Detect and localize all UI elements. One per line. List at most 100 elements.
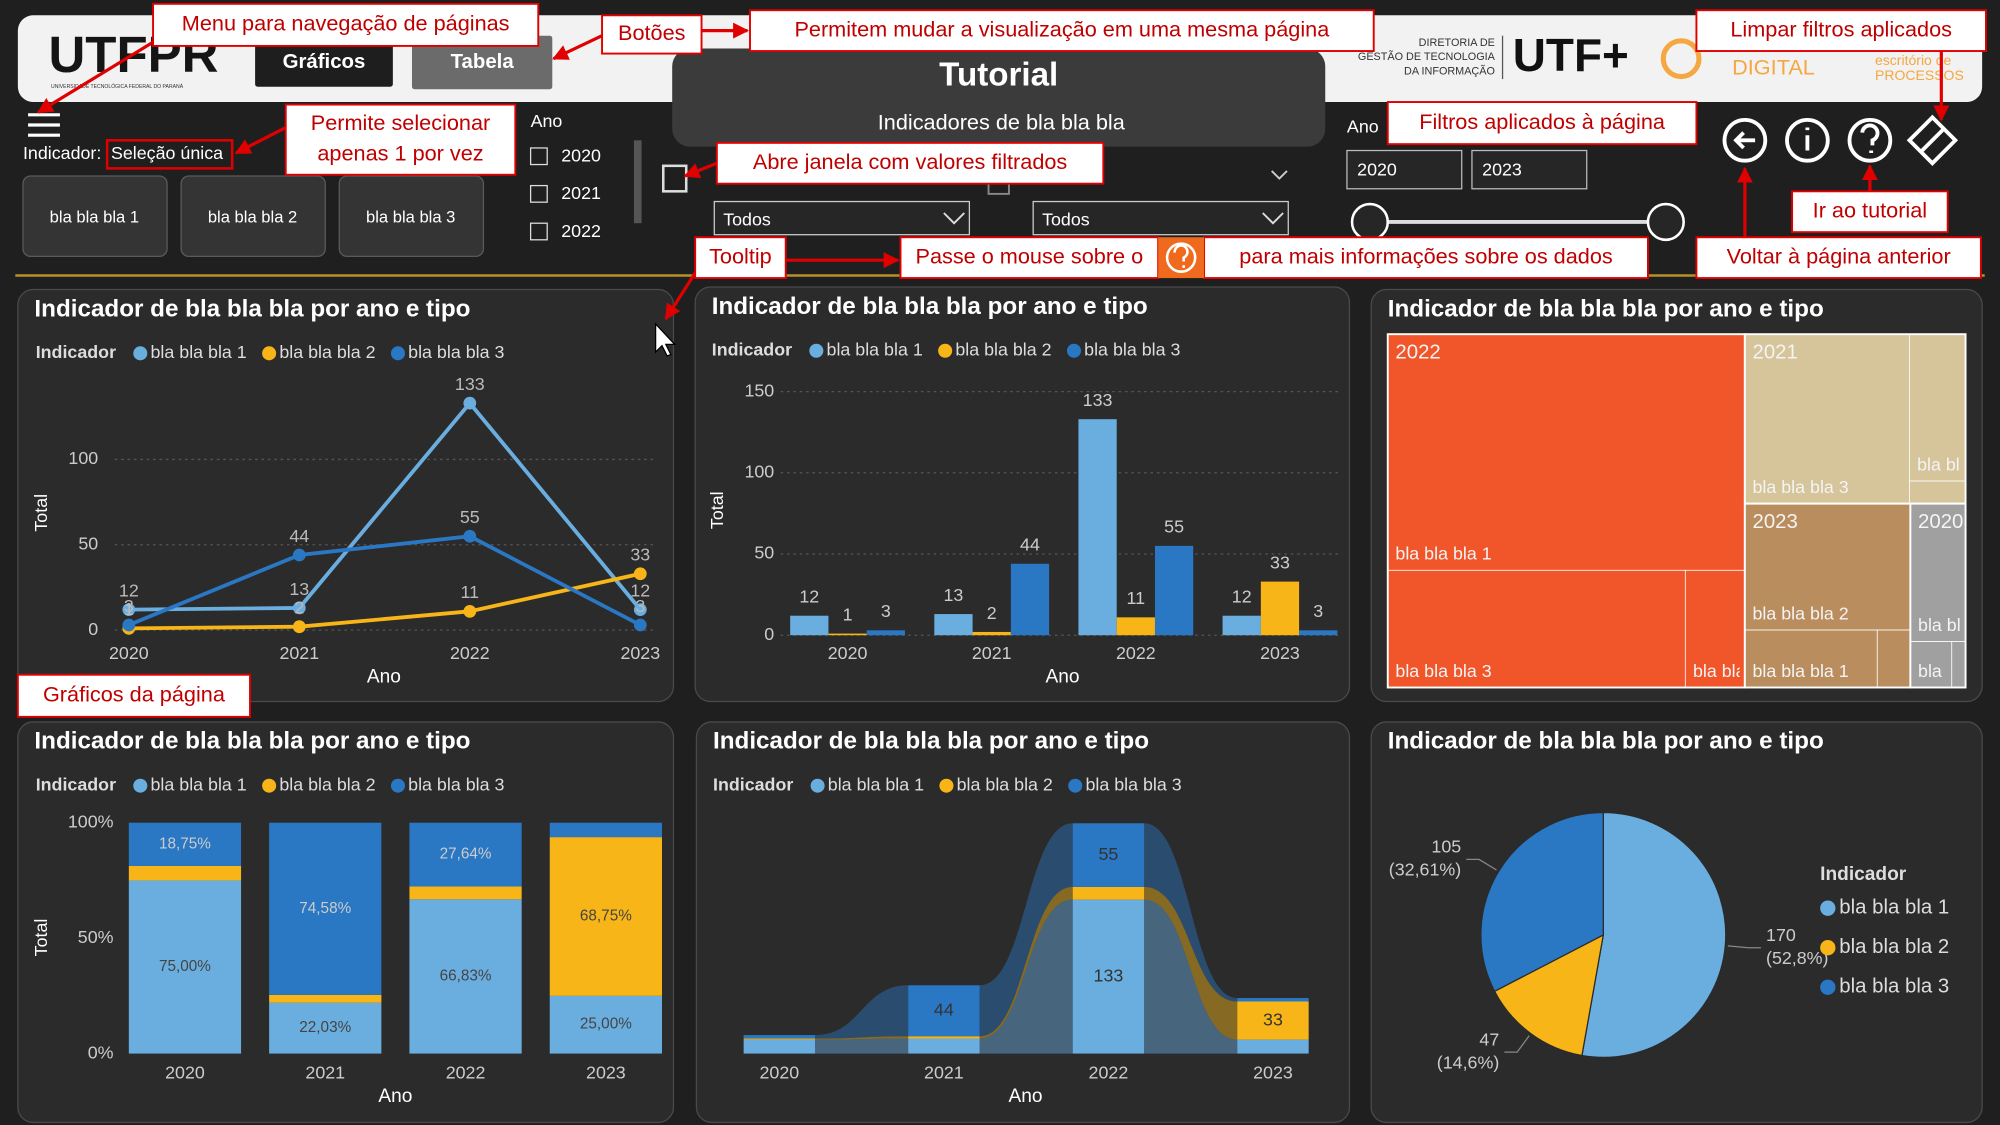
data-label: 18,75%	[159, 835, 211, 852]
nav-button[interactable]	[411, 35, 553, 90]
line-point	[292, 601, 306, 615]
indicator-button-label[interactable]: bla bla bla 2	[208, 207, 297, 226]
line-point	[292, 620, 306, 634]
range-value[interactable]: 2023	[1482, 160, 1522, 180]
icon-button[interactable]	[1785, 117, 1830, 163]
line-point	[463, 529, 477, 543]
eraser-icon[interactable]	[1906, 114, 1959, 166]
slider-handle[interactable]	[1646, 202, 1685, 242]
treemap-label: bla bla bla 1	[1918, 615, 2000, 635]
indicator-button-label[interactable]: bla bla bla 3	[366, 207, 455, 226]
line-series	[128, 571, 641, 631]
icon-button[interactable]	[1847, 117, 1893, 163]
treemap-label: bla bla bla 1	[1752, 661, 1848, 681]
logo-caption: UNIVERSIDADE TECNOLÓGICA FEDERAL DO PARA…	[51, 83, 184, 90]
data-label: 105	[1431, 837, 1461, 857]
indicator-button[interactable]	[22, 175, 168, 258]
treemap-label: bla bla bla 2	[1752, 603, 1848, 623]
treemap-cell	[1387, 569, 1686, 688]
filter-value: Seleção única	[111, 143, 223, 163]
annotation-box	[694, 236, 787, 280]
ribbon	[1144, 823, 1238, 1002]
annotation-text: Ir ao tutorial	[1813, 197, 1927, 222]
chart-title: Indicador de bla bla bla por ano e tipo	[1388, 295, 1824, 322]
treemap-group	[1909, 502, 1967, 689]
checkbox[interactable]	[529, 147, 548, 166]
x-tick-label: 2023	[1253, 1063, 1293, 1083]
logo-text: DIRETORIA DE	[1419, 37, 1495, 49]
checkbox-label[interactable]: 2022	[561, 221, 601, 241]
legend-marker	[390, 778, 405, 793]
treemap-cell	[1951, 641, 1966, 688]
data-label: 74,58%	[299, 900, 351, 917]
x-tick-label: 2021	[279, 643, 319, 663]
nav-button-label[interactable]: Tabela	[451, 51, 515, 73]
indicator-button[interactable]	[180, 175, 326, 258]
dropdown-value[interactable]: Todos	[1042, 209, 1090, 229]
line-point	[292, 548, 306, 562]
annotation-box	[1386, 101, 1698, 146]
logo-text: escritório de	[1875, 52, 1952, 68]
nav-button[interactable]	[255, 38, 393, 87]
legend-label: bla bla bla 2	[279, 342, 375, 362]
y-tick-label: 50	[78, 533, 98, 553]
x-tick-label: 2022	[1089, 1063, 1129, 1083]
treemap-cell	[1909, 333, 1966, 482]
treemap-group-label: 2020	[1918, 511, 1963, 533]
dropdown[interactable]	[713, 200, 971, 236]
x-tick-label: 2021	[924, 1063, 964, 1083]
annotation-arrow	[234, 126, 287, 155]
line-point	[463, 396, 477, 410]
annotation-text: Permitem mudar a visualização em uma mes…	[794, 16, 1330, 41]
page-title: Tutorial	[939, 56, 1058, 93]
bar-segment	[549, 822, 662, 838]
filter-window-icon[interactable]	[661, 164, 688, 193]
line-point	[633, 618, 647, 632]
checkbox[interactable]	[529, 222, 548, 241]
treemap-label: bla bla bla 1	[1917, 454, 2000, 474]
x-axis-title: Ano	[367, 666, 401, 687]
y-tick-label: 0%	[88, 1042, 114, 1062]
range-value[interactable]: 2020	[1357, 160, 1397, 180]
slider-handle[interactable]	[1350, 202, 1390, 242]
title-box	[672, 48, 1326, 147]
checkbox-label[interactable]: 2020	[561, 146, 601, 166]
chart-title: Indicador de bla bla bla por ano e tipo	[713, 728, 1149, 755]
data-label: 47	[1479, 1029, 1499, 1049]
chart-title: Indicador de bla bla bla por ano e tipo	[712, 293, 1148, 320]
data-label: 170	[1766, 925, 1796, 945]
legend-label: bla bla bla 1	[151, 774, 247, 794]
checkbox-label[interactable]: 2021	[561, 183, 601, 203]
dropdown-value[interactable]: Todos	[723, 209, 771, 229]
annotation-arrow	[683, 161, 718, 179]
legend-marker	[1820, 900, 1836, 916]
x-tick-label: 2021	[305, 1063, 345, 1083]
annotation-box	[1791, 190, 1949, 234]
data-label: (52,8%)	[1766, 948, 1828, 968]
legend-label: bla bla bla 3	[408, 774, 504, 794]
dropdown[interactable]	[1032, 200, 1289, 236]
nav-button-label[interactable]: Gráficos	[283, 51, 366, 73]
data-label: 12	[630, 580, 650, 600]
annotation-box	[899, 236, 1160, 280]
icon-button[interactable]	[1722, 117, 1768, 163]
data-label: 44	[1020, 535, 1040, 555]
logo-utf: UTF+	[1513, 29, 1629, 81]
bar-segment	[128, 822, 242, 866]
line-point	[633, 567, 647, 581]
bar	[1010, 563, 1050, 636]
data-label: 27,64%	[440, 846, 492, 863]
annotation-box	[715, 141, 1105, 185]
ribbon-column	[1072, 823, 1145, 887]
checkbox[interactable]	[529, 184, 548, 203]
bar	[934, 614, 973, 636]
indicator-button[interactable]	[338, 175, 485, 258]
data-label: 3	[1313, 601, 1323, 621]
y-tick-label: 150	[744, 380, 774, 400]
annotation-text: Passe o mouse sobre o	[915, 243, 1143, 268]
ribbon	[1144, 899, 1238, 1054]
indicator-button-label[interactable]: bla bla bla 1	[50, 207, 139, 226]
range-input[interactable]	[1471, 149, 1588, 190]
range-input[interactable]	[1346, 149, 1463, 190]
ribbon-column	[1072, 899, 1145, 1054]
